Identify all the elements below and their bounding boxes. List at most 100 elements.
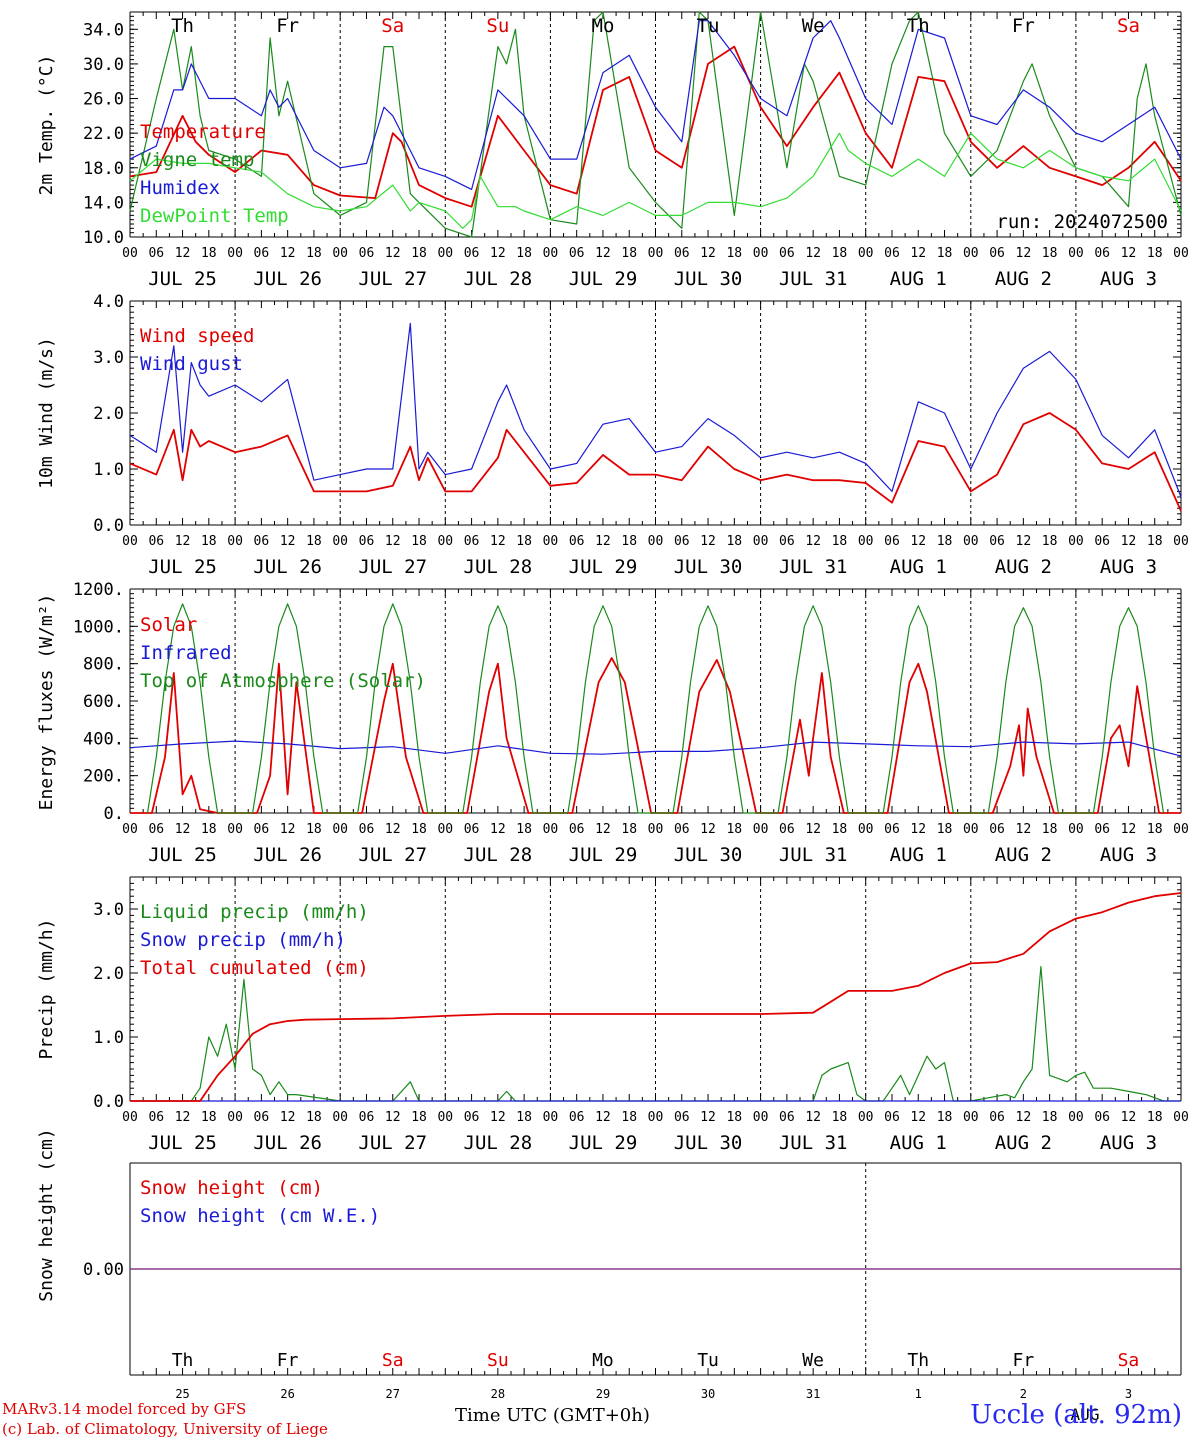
y-tick-label: 0.0	[93, 516, 124, 536]
hour-tick-label: 18	[201, 1110, 217, 1125]
day-number-label: 30	[701, 1387, 715, 1401]
hour-tick-label: 12	[1121, 1110, 1137, 1125]
hour-tick-label: 06	[359, 534, 375, 549]
hour-tick-label: 18	[937, 246, 953, 261]
hour-tick-label: 00	[648, 534, 664, 549]
hour-tick-label: 18	[1147, 822, 1163, 837]
hour-tick-label: 00	[963, 1110, 979, 1125]
date-label: JUL 28	[464, 844, 533, 866]
date-label: JUL 29	[569, 844, 638, 866]
series-line-top-of-atmosphere-solar-	[146, 603, 1165, 814]
y-tick-label: 3.0	[93, 348, 124, 368]
date-label: AUG 1	[890, 844, 947, 866]
time-axis-label: Time UTC (GMT+0h)	[455, 1405, 650, 1426]
y-tick-label: 34.0	[83, 20, 124, 40]
date-label: AUG 3	[1100, 1132, 1157, 1154]
hour-tick-label: 06	[884, 1110, 900, 1125]
date-label: JUL 26	[253, 1132, 322, 1154]
date-label: AUG 1	[890, 268, 947, 290]
y-tick-label: 14.0	[83, 193, 124, 213]
series-line-humidex	[129, 20, 1182, 190]
hour-tick-label: 00	[1068, 1110, 1084, 1125]
date-label: JUL 31	[779, 844, 848, 866]
hour-tick-label: 06	[464, 534, 480, 549]
credit-line-2: (c) Lab. of Climatology, University of L…	[2, 1420, 328, 1438]
series-line-dewpoint-temp	[129, 132, 1182, 229]
day-number-label: 26	[280, 1387, 294, 1401]
hour-tick-label: 00	[1173, 822, 1189, 837]
date-label: AUG 3	[1100, 556, 1157, 578]
weekday-label: Sa	[1118, 1350, 1140, 1371]
hour-tick-label: 12	[490, 1110, 506, 1125]
hour-tick-label: 12	[805, 534, 821, 549]
hour-tick-label: 00	[858, 534, 874, 549]
hour-tick-label: 06	[148, 822, 164, 837]
weekday-label: Su	[486, 15, 509, 37]
credit-line-1: MARv3.14 model forced by GFS	[2, 1400, 247, 1418]
hour-tick-label: 18	[306, 1110, 322, 1125]
hour-tick-label: 00	[227, 246, 243, 261]
legend-entry: Humidex	[140, 177, 220, 199]
hour-tick-label: 00	[122, 246, 138, 261]
hour-tick-label: 06	[1094, 246, 1110, 261]
hour-tick-label: 12	[700, 246, 716, 261]
date-label: JUL 27	[358, 556, 427, 578]
hour-tick-label: 12	[805, 246, 821, 261]
hour-tick-label: 00	[753, 534, 769, 549]
hour-tick-label: 06	[254, 534, 270, 549]
hour-tick-label: 06	[779, 534, 795, 549]
date-label: AUG 2	[995, 556, 1052, 578]
weekday-label: Tu	[697, 15, 720, 37]
y-tick-label: 1.0	[93, 460, 124, 480]
hour-tick-label: 12	[910, 1110, 926, 1125]
date-label: JUL 30	[674, 556, 743, 578]
hour-tick-label: 00	[332, 246, 348, 261]
hour-tick-label: 12	[1016, 822, 1032, 837]
date-label: JUL 27	[358, 268, 427, 290]
weekday-label: Fr	[277, 1350, 299, 1371]
series-line-liquid-precip-mm-h-	[130, 965, 1181, 1102]
hour-tick-label: 12	[595, 822, 611, 837]
hour-tick-label: 06	[148, 534, 164, 549]
hour-tick-label: 06	[674, 1110, 690, 1125]
y-tick-label: 2.0	[93, 404, 124, 424]
hour-tick-label: 00	[1173, 534, 1189, 549]
hour-tick-label: 06	[1094, 822, 1110, 837]
weekday-label: We	[802, 1350, 824, 1371]
y-tick-label: 1.0	[93, 1028, 124, 1048]
y-tick-label: 30.0	[83, 55, 124, 75]
weekday-label: Sa	[382, 1350, 404, 1371]
date-label: JUL 31	[779, 268, 848, 290]
legend-entry: Vigne temp	[140, 149, 254, 171]
hour-tick-label: 18	[1147, 534, 1163, 549]
hour-tick-label: 18	[1147, 246, 1163, 261]
hour-tick-label: 00	[332, 534, 348, 549]
hour-tick-label: 18	[832, 1110, 848, 1125]
hour-tick-label: 12	[805, 1110, 821, 1125]
weekday-label: Mo	[592, 15, 615, 37]
hour-tick-label: 12	[1121, 246, 1137, 261]
hour-tick-label: 06	[779, 1110, 795, 1125]
hour-tick-label: 06	[148, 246, 164, 261]
hour-tick-label: 12	[385, 534, 401, 549]
hour-tick-label: 18	[1147, 1110, 1163, 1125]
hour-tick-label: 12	[595, 1110, 611, 1125]
hour-tick-label: 12	[385, 822, 401, 837]
hour-tick-label: 18	[306, 246, 322, 261]
hour-tick-label: 00	[332, 1110, 348, 1125]
hour-tick-label: 12	[910, 534, 926, 549]
hour-tick-label: 06	[884, 534, 900, 549]
legend-entry: Wind speed	[140, 325, 254, 347]
y-tick-label: 1200.	[73, 580, 124, 600]
series-line-total-cumulated-cm-	[130, 892, 1182, 1102]
hour-tick-label: 12	[1121, 534, 1137, 549]
date-label: JUL 25	[148, 1132, 217, 1154]
y-tick-label: 600.	[83, 692, 124, 712]
hour-tick-label: 00	[227, 822, 243, 837]
hour-tick-label: 00	[753, 1110, 769, 1125]
date-label: JUL 31	[779, 1132, 848, 1154]
hour-tick-label: 00	[437, 1110, 453, 1125]
hour-tick-label: 00	[753, 246, 769, 261]
date-label: JUL 30	[674, 268, 743, 290]
hour-tick-label: 06	[359, 246, 375, 261]
